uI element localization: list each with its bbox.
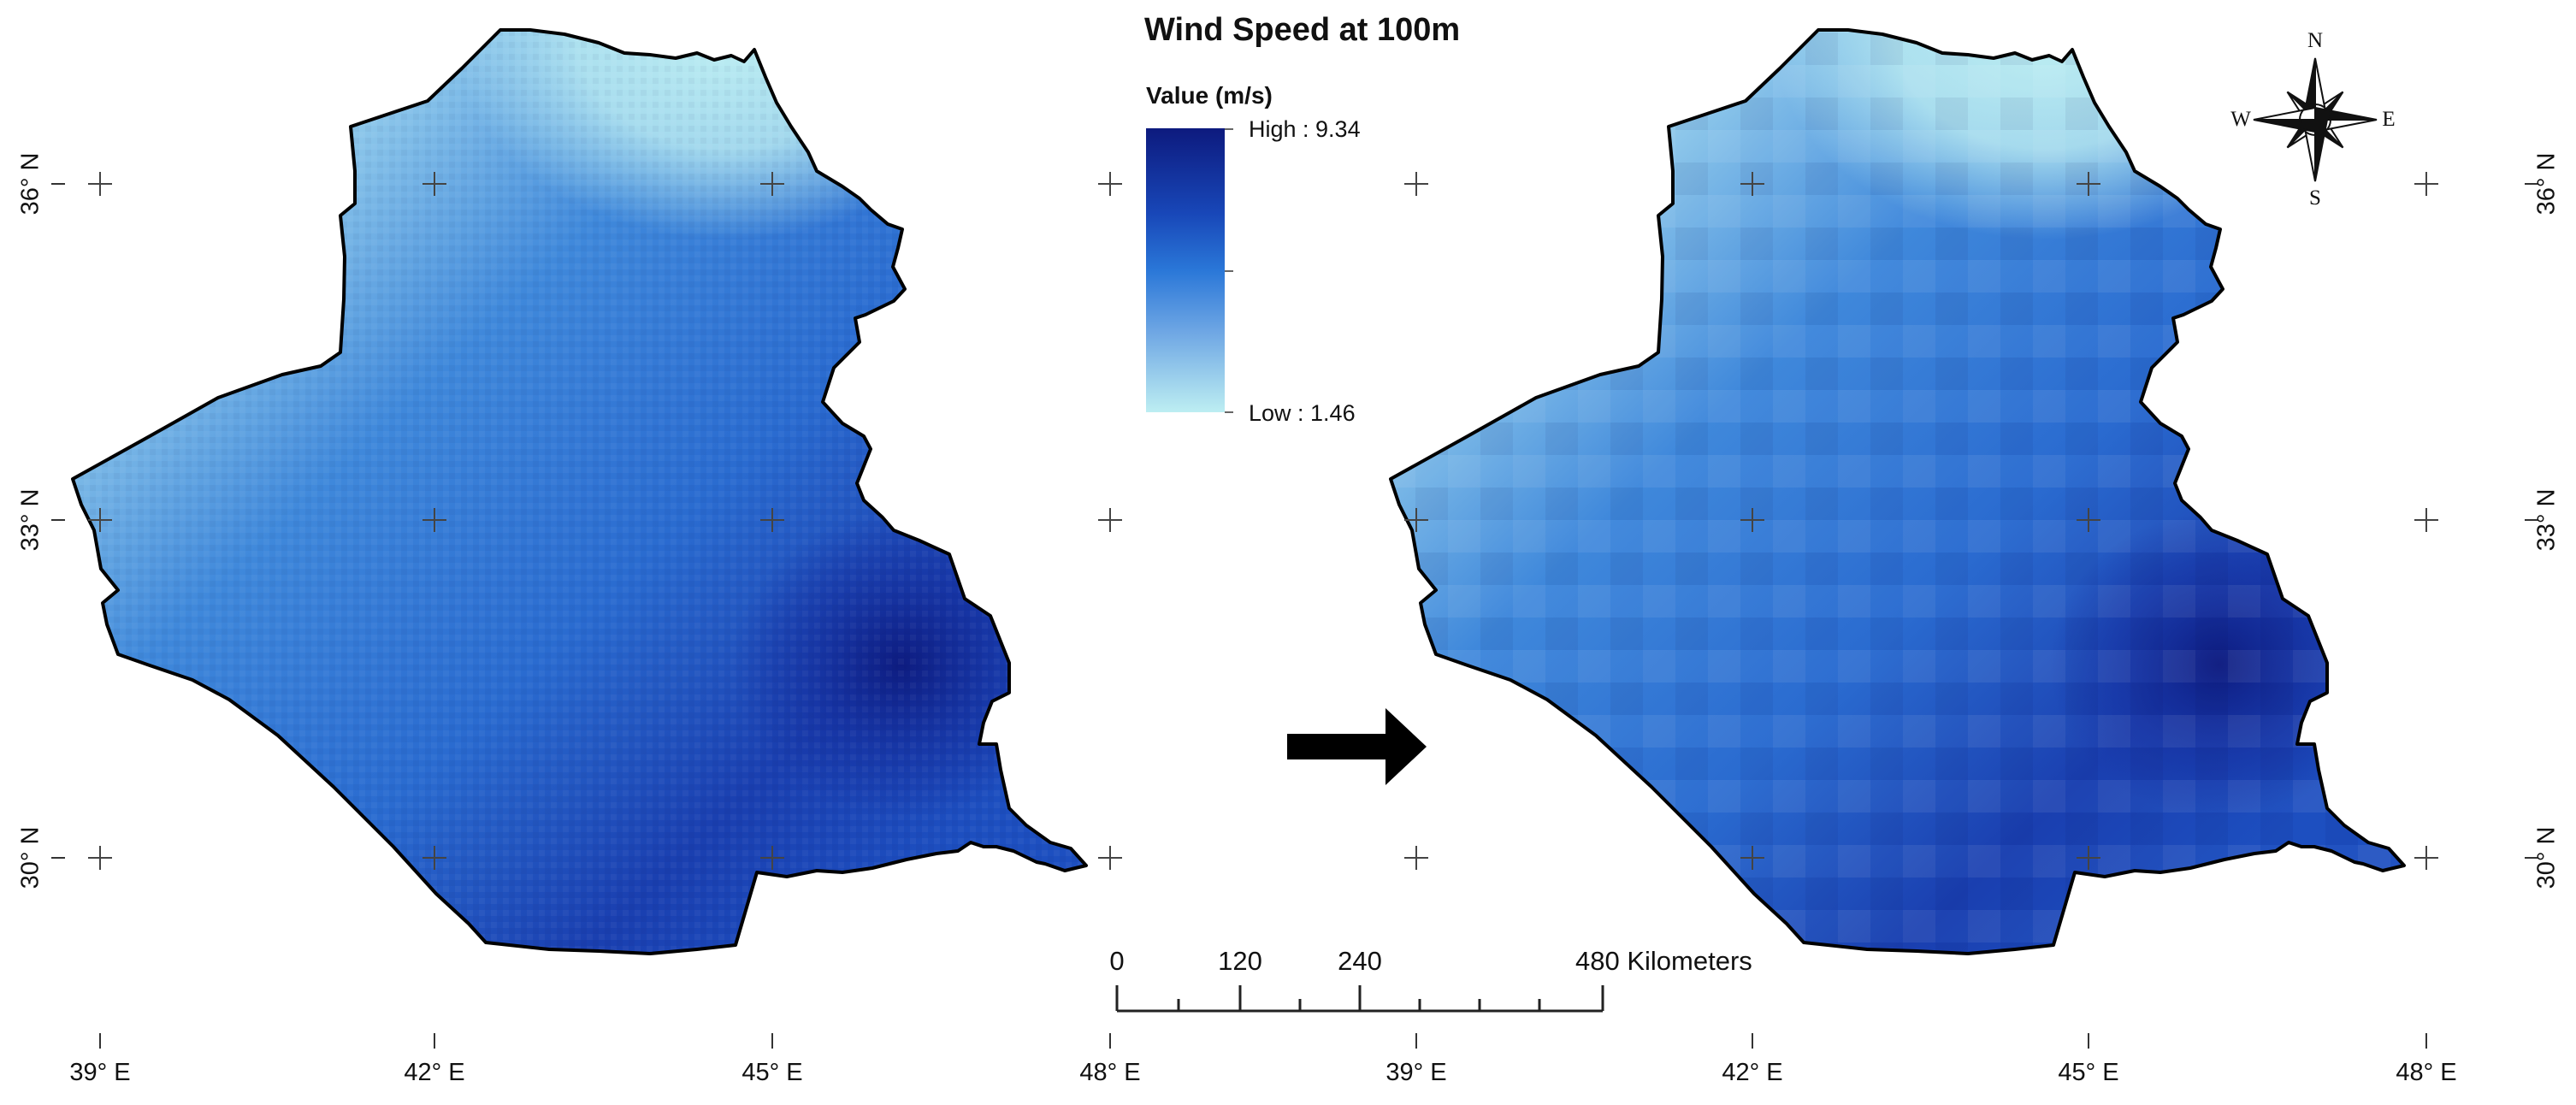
- lon-label-42-right: 42° E: [1722, 1059, 1783, 1086]
- legend-tick-low: [1225, 411, 1233, 413]
- lat-label-33-left: 33° N: [16, 488, 44, 552]
- compass-w-label: W: [2230, 108, 2251, 131]
- legend-tick-high: [1225, 128, 1233, 130]
- scale-bar: [1115, 985, 1604, 1013]
- graticule-cross: [1404, 846, 1428, 870]
- map-title: Wind Speed at 100m: [1144, 12, 1461, 48]
- graticule-cross: [760, 508, 784, 532]
- graticule-cross: [1740, 846, 1764, 870]
- graticule-cross: [1740, 172, 1764, 196]
- graticule-cross: [422, 846, 446, 870]
- iraq-wind-map-left-fine: [71, 28, 1088, 955]
- lat-label-36-right: 36° N: [2532, 152, 2561, 216]
- lon-label-48-left: 48° E: [1079, 1059, 1141, 1086]
- lon-label-39-left: 39° E: [69, 1059, 131, 1086]
- graticule-cross: [2077, 846, 2100, 870]
- iraq-wind-map-right-coarse: [1389, 28, 2406, 955]
- scalebar-label-120: 120: [1218, 946, 1262, 976]
- graticule-cross: [1098, 172, 1122, 196]
- compass-s-label: S: [2309, 186, 2321, 210]
- scalebar-end-label: 480 Kilometers: [1575, 946, 1752, 976]
- graticule-cross: [88, 172, 112, 196]
- scalebar-label-0: 0: [1109, 946, 1125, 976]
- graticule-cross: [1098, 508, 1122, 532]
- graticule-cross: [760, 172, 784, 196]
- graticule-cross: [2077, 508, 2100, 532]
- legend-high-label: High : 9.34: [1249, 116, 1361, 142]
- graticule-cross: [88, 508, 112, 532]
- lat-label-36-left: 36° N: [16, 152, 44, 216]
- graticule-cross: [1098, 846, 1122, 870]
- graticule-cross: [2414, 172, 2438, 196]
- graticule-cross: [422, 508, 446, 532]
- lat-label-30-left: 30° N: [16, 826, 44, 889]
- graticule-cross: [2414, 846, 2438, 870]
- lat-label-33-right: 33° N: [2532, 488, 2561, 552]
- graticule-cross: [1404, 508, 1428, 532]
- north-arrow-compass: [2253, 57, 2378, 182]
- lon-label-45-left: 45° E: [741, 1059, 803, 1086]
- legend-low-label: Low : 1.46: [1249, 400, 1356, 426]
- lon-label-48-right: 48° E: [2396, 1059, 2457, 1086]
- lon-label-39-right: 39° E: [1385, 1059, 1447, 1086]
- graticule-cross: [760, 846, 784, 870]
- lon-label-42-left: 42° E: [404, 1059, 465, 1086]
- lat-label-30-right: 30° N: [2532, 826, 2561, 889]
- compass-n-label: N: [2307, 29, 2324, 52]
- right-arrow-icon: [1287, 708, 1427, 785]
- country-border-left: [71, 28, 1088, 955]
- country-border-right: [1389, 28, 2406, 955]
- lon-label-45-right: 45° E: [2058, 1059, 2119, 1086]
- graticule-cross: [422, 172, 446, 196]
- legend-color-ramp: [1146, 128, 1225, 412]
- scalebar-label-240: 240: [1338, 946, 1382, 976]
- graticule-cross: [88, 846, 112, 870]
- graticule-cross: [2077, 172, 2100, 196]
- legend-title: Value (m/s): [1146, 82, 1273, 109]
- graticule-cross: [1740, 508, 1764, 532]
- legend-tick-mid: [1225, 270, 1233, 272]
- compass-e-label: E: [2382, 108, 2396, 131]
- graticule-cross: [1404, 172, 1428, 196]
- graticule-cross: [2414, 508, 2438, 532]
